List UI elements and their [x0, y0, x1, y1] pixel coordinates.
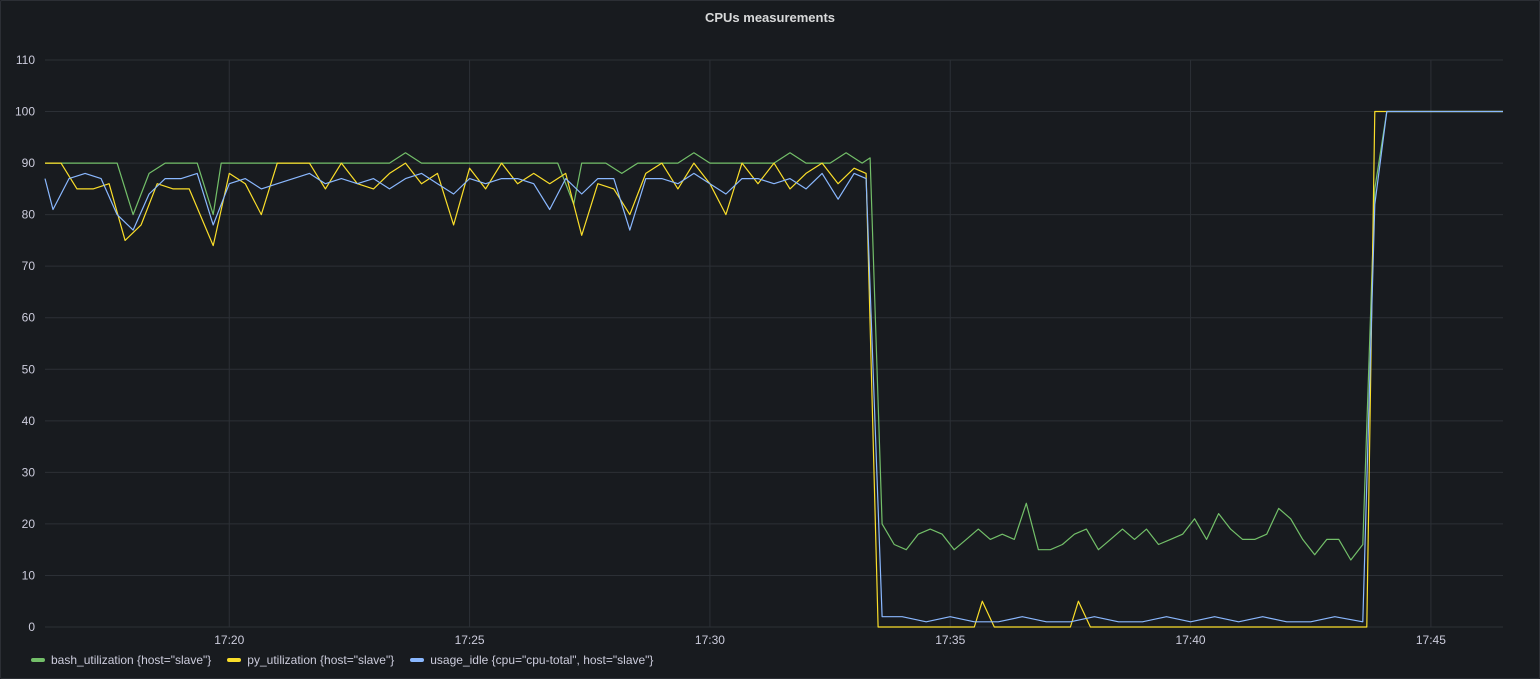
y-tick-label: 60	[22, 311, 36, 325]
legend-swatch	[227, 658, 242, 662]
x-tick-label: 17:45	[1416, 633, 1446, 647]
x-tick-label: 17:40	[1176, 633, 1206, 647]
y-tick-label: 0	[28, 620, 35, 634]
y-tick-label: 20	[22, 517, 36, 531]
legend: bash_utilization {host="slave"} py_utiliz…	[31, 653, 653, 667]
y-tick-label: 110	[16, 53, 35, 67]
legend-swatch	[410, 658, 425, 662]
x-tick-label: 17:35	[935, 633, 965, 647]
legend-swatch	[31, 658, 45, 662]
y-tick-label: 50	[22, 362, 36, 376]
legend-label: py_utilization {host="slave"}	[247, 653, 395, 667]
series-line-2	[45, 110, 1503, 628]
y-tick-label: 70	[22, 259, 36, 273]
legend-label: bash_utilization {host="slave"}	[51, 653, 212, 667]
y-tick-label: 40	[22, 414, 36, 428]
legend-item[interactable]: py_utilization {host="slave"}	[227, 653, 394, 667]
series-line-1	[45, 110, 1503, 561]
panel-title[interactable]: CPUs measurements	[704, 10, 836, 25]
legend-item[interactable]: bash_utilization {host="slave"}	[31, 653, 211, 667]
x-axis-ticks: 17:20 17:25 17:30 17:35 17:40 17:45	[214, 633, 1446, 647]
y-tick-label: 90	[22, 156, 36, 170]
series-line-3	[44, 110, 1503, 623]
legend-item[interactable]: usage_idle {cpu="cpu-total", host="slave…	[410, 653, 653, 667]
y-tick-label: 30	[22, 465, 36, 479]
x-tick-label: 17:20	[214, 633, 244, 647]
y-axis-ticks: 0 10 20 30 40 50 60 70 80 90 100 110	[15, 53, 35, 634]
series	[44, 110, 1503, 628]
x-tick-label: 17:25	[455, 633, 485, 647]
y-tick-label: 100	[15, 105, 35, 119]
grid	[45, 59, 1503, 628]
x-tick-label: 17:30	[695, 633, 725, 647]
y-tick-label: 10	[22, 568, 36, 582]
y-tick-label: 80	[22, 208, 36, 222]
legend-label: usage_idle {cpu="cpu-total", host="slave…	[430, 653, 654, 667]
